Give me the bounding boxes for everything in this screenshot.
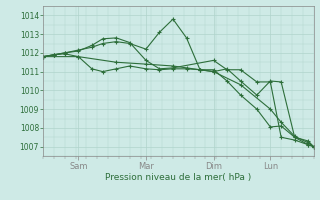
X-axis label: Pression niveau de la mer( hPa ): Pression niveau de la mer( hPa ) — [105, 173, 252, 182]
